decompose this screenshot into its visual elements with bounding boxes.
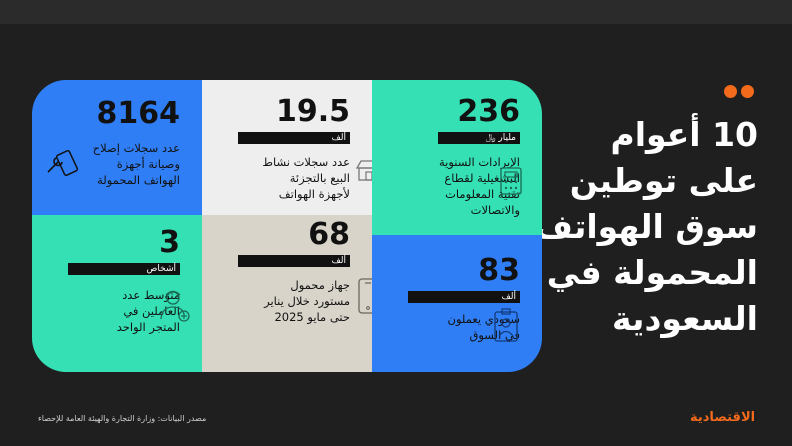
stat-unit: ألف [238,255,350,267]
stat-description: جهاز محمول مستورد خلال يناير حتى مايو 20… [264,277,350,325]
shop-icon [356,160,372,181]
desc-line: متوسط عدد [122,288,180,302]
desc-line: الهواتف المحمولة [97,173,180,187]
stat-description: عدد سجلات نشاط البيع بالتجزئة لأجهزة اله… [262,154,350,202]
stat-value: 19.5 [275,94,350,129]
stats-panel: 8164 عدد سجلات إصلاح وصيانة أجهزة الهوات… [32,80,542,372]
desc-line: البيع بالتجزئة [289,171,350,185]
headline: 10 أعوام على توطين سوق الهواتف المحمولة … [534,112,758,342]
headline-line: سوق الهواتف [534,207,758,246]
desc-line: الإيرادات السنوية [438,155,520,169]
stat-value: 3 [159,225,180,260]
desc-line: والاتصالات [470,203,520,217]
id-badge-icon [494,308,518,342]
stat-card-revenue: 236 مليار ﷼ الإيرادات السنوية التشغيلية … [372,80,542,235]
calculator-icon [500,167,522,195]
desc-line: وصيانة أجهزة [116,157,180,171]
stat-value: 68 [308,217,350,252]
desc-line: عدد سجلات نشاط [262,155,350,169]
data-source-note: مصدر البيانات: وزارة التجارة والهيئة الع… [38,414,207,423]
stat-unit: أشخاص [68,263,180,275]
stat-card-workers: 3 أشخاص متوسط عدد العاملين في المتجر الو… [32,215,202,372]
headline-line: المحمولة في [546,253,758,292]
stat-value: 8164 [96,96,181,131]
stat-value: 83 [478,253,520,288]
top-bar [0,0,792,24]
orange-dot [741,85,754,98]
worker-icon [160,290,190,322]
brand-dots [724,85,758,99]
stat-card-saudis: 83 ألف سعودي يعملون في السوق [372,235,542,372]
headline-line: على توطين [569,161,758,200]
desc-line: مستورد خلال يناير [264,294,350,308]
headline-line: السعودية [612,299,758,338]
desc-line: جهاز محمول [290,278,350,292]
desc-line: عدد سجلات إصلاح [92,141,180,155]
stat-unit: ألف [238,132,350,144]
stat-unit: مليار ﷼ [438,132,520,144]
brand-logo: الاقتصادية [690,410,756,425]
stat-card-imports: 68 ألف جهاز محمول مستورد خلال يناير حتى … [202,215,372,372]
headline-line: 10 أعوام [610,115,758,154]
desc-line: حتى مايو 2025 [274,310,350,324]
desc-line: العاملين في [123,304,180,318]
desc-line: المتجر الواحد [116,320,180,334]
smartphone-icon [358,278,372,314]
stat-value: 236 [457,94,520,129]
stat-unit: ألف [408,291,520,303]
stat-card-retail: 19.5 ألف عدد سجلات نشاط البيع بالتجزئة ل… [202,80,372,215]
stat-description: متوسط عدد العاملين في المتجر الواحد [117,287,180,335]
orange-dot [724,85,737,98]
stat-description: عدد سجلات إصلاح وصيانة أجهزة الهواتف الم… [93,140,180,188]
desc-line: لأجهزة الهواتف [278,187,350,201]
wrench-phone-icon [47,149,79,177]
stat-card-repairs: 8164 عدد سجلات إصلاح وصيانة أجهزة الهوات… [32,80,202,215]
